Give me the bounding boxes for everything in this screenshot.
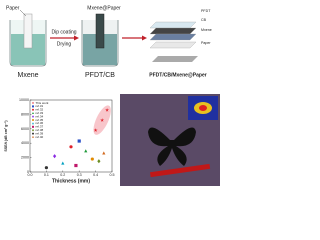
y-tick-label: 0 bbox=[27, 170, 29, 174]
label: PFDT/CB bbox=[85, 72, 115, 79]
x-tick-label: 0.5 bbox=[110, 173, 115, 177]
graphical-abstract: Paper Mxene Dip coating Drying Mxene@Pap… bbox=[4, 5, 220, 186]
legend-label: ref.38 bbox=[36, 128, 44, 132]
layer-stack bbox=[149, 21, 198, 62]
data-point bbox=[105, 108, 110, 112]
legend-label: ref.33 bbox=[36, 111, 44, 115]
label: Paper bbox=[6, 5, 20, 11]
data-point bbox=[102, 151, 106, 155]
y-tick-label: 8000 bbox=[21, 112, 29, 116]
photo bbox=[120, 94, 220, 186]
y-tick-label: 4000 bbox=[21, 141, 29, 145]
legend-label: ref.36 bbox=[36, 121, 44, 125]
data-point bbox=[97, 159, 101, 164]
beaker-2 bbox=[81, 13, 119, 67]
legend-marker bbox=[31, 101, 35, 105]
legend-label: This work bbox=[36, 101, 49, 105]
layer-label: CB bbox=[201, 18, 207, 22]
data-point bbox=[93, 128, 98, 132]
arrowhead bbox=[142, 35, 147, 41]
legend-marker bbox=[32, 132, 34, 135]
label: Mxene bbox=[17, 72, 38, 79]
y-tick-label: 10000 bbox=[19, 98, 29, 102]
legend-label: ref.35 bbox=[36, 118, 44, 122]
legend-label: ref.31 bbox=[36, 104, 44, 108]
legend-marker bbox=[32, 105, 34, 108]
x-tick-label: 0.2 bbox=[60, 173, 65, 177]
x-tick-label: 0.4 bbox=[93, 173, 98, 177]
x-tick-label: 0.3 bbox=[77, 173, 82, 177]
legend-marker bbox=[32, 112, 34, 114]
plot-area bbox=[29, 99, 113, 173]
data-point bbox=[61, 161, 65, 165]
x-tick-label: 0.1 bbox=[44, 173, 49, 177]
legend-marker bbox=[32, 115, 34, 118]
x-axis-title: Thickness (mm) bbox=[52, 178, 90, 184]
legend-label: ref.32 bbox=[36, 108, 44, 112]
legend-marker bbox=[32, 119, 34, 121]
layer-label: Paper bbox=[201, 41, 211, 45]
beaker-1 bbox=[9, 9, 47, 67]
y-axis-title: SSE/t (dB cm² g⁻¹) bbox=[4, 120, 8, 152]
data-point bbox=[69, 145, 73, 149]
x-tick-label: 0.0 bbox=[28, 173, 33, 177]
label: Drying bbox=[57, 41, 72, 47]
legend-marker bbox=[32, 135, 34, 138]
legend-label: ref.39 bbox=[36, 131, 44, 135]
arrowhead bbox=[74, 35, 79, 41]
data-point bbox=[77, 139, 81, 143]
label: Dip coating bbox=[51, 29, 76, 35]
layer-label: PFDT bbox=[201, 9, 211, 13]
data-point bbox=[53, 154, 57, 159]
legend-marker bbox=[32, 108, 34, 111]
data-point bbox=[74, 163, 78, 168]
legend-label: ref.34 bbox=[36, 114, 44, 118]
data-point bbox=[90, 157, 94, 161]
legend-label: ref.40 bbox=[36, 135, 44, 139]
y-tick-label: 2000 bbox=[21, 156, 29, 160]
legend-marker bbox=[32, 128, 34, 132]
data-point bbox=[44, 166, 49, 170]
layer-label: Mxene bbox=[201, 28, 212, 32]
data-point bbox=[100, 118, 105, 122]
data-point bbox=[84, 149, 88, 153]
legend-marker bbox=[32, 125, 34, 128]
label: Mxene@Paper bbox=[87, 5, 121, 11]
y-tick-label: 6000 bbox=[21, 127, 29, 131]
label: PFDT/CB/Mxene@Paper bbox=[149, 72, 206, 78]
legend-label: ref.37 bbox=[36, 125, 44, 129]
legend-marker bbox=[32, 122, 34, 125]
